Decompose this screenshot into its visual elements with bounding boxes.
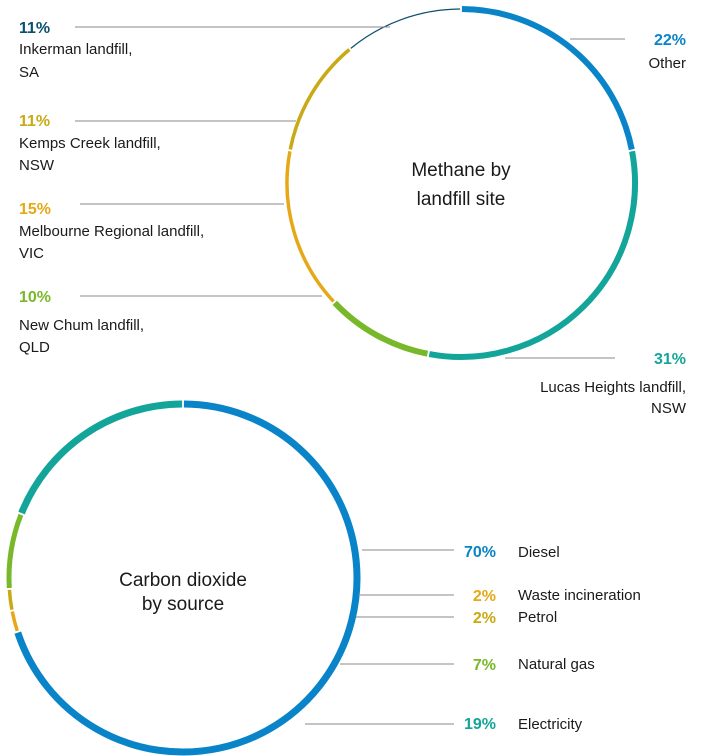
methane-donut-chart: 22% Other 31% Lucas Heights landfill, NSW 10%… — [19, 6, 687, 417]
slice-name-label: Kemps Creek landfill, — [19, 135, 161, 152]
chart-title: Carbon dioxide — [119, 570, 247, 591]
slice-name-label: Waste incineration — [518, 587, 641, 604]
slice-name-label: Petrol — [518, 609, 557, 626]
donut-slice — [350, 8, 461, 49]
slice-percent-label: 70% — [464, 544, 496, 561]
slice-name-label: NSW — [651, 400, 687, 417]
slice-percent-label: 15% — [19, 201, 51, 218]
slice-percent-label: 11% — [19, 20, 50, 37]
donut-slice — [461, 6, 635, 151]
chart-title: landfill site — [417, 189, 506, 210]
slice-name-label: Electricity — [518, 716, 583, 733]
slice-name-label: Melbourne Regional landfill, — [19, 223, 204, 240]
carbon-dioxide-donut-chart: 70% Diesel 2% Waste incineration 2% Petrol 7% N… — [6, 400, 641, 756]
donut-slice — [288, 48, 351, 150]
slice-name-label: Diesel — [518, 544, 560, 561]
chart-title: by source — [142, 594, 224, 615]
slice-name-label: New Chum landfill, — [19, 317, 144, 334]
slice-percent-label: 7% — [473, 657, 496, 674]
slice-name-label: QLD — [19, 339, 50, 356]
donut-slice — [14, 400, 361, 756]
slice-percent-label: 11% — [19, 113, 50, 130]
slice-name-label: NSW — [19, 157, 55, 174]
slice-name-label: VIC — [19, 245, 44, 262]
slice-percent-label: 2% — [473, 610, 496, 627]
donut-slice — [428, 150, 639, 361]
slice-percent-label: 19% — [464, 716, 496, 733]
slice-name-label: Natural gas — [518, 656, 595, 673]
donut-slice — [285, 150, 335, 303]
donut-slice — [7, 589, 14, 611]
slice-percent-label: 10% — [19, 289, 51, 306]
donut-slice — [332, 300, 429, 357]
donut-slice — [6, 513, 24, 589]
slice-name-label: SA — [19, 64, 39, 81]
slice-percent-label: 31% — [654, 351, 686, 368]
chart-title: Methane by — [411, 160, 511, 181]
slice-name-label: Other — [648, 55, 686, 72]
donut-slice — [18, 400, 183, 515]
slice-name-label: Inkerman landfill, — [19, 41, 132, 58]
slice-name-label: Lucas Heights landfill, — [540, 379, 686, 396]
donut-slice — [10, 611, 19, 632]
slice-percent-label: 22% — [654, 32, 686, 49]
slice-percent-label: 2% — [473, 588, 496, 605]
